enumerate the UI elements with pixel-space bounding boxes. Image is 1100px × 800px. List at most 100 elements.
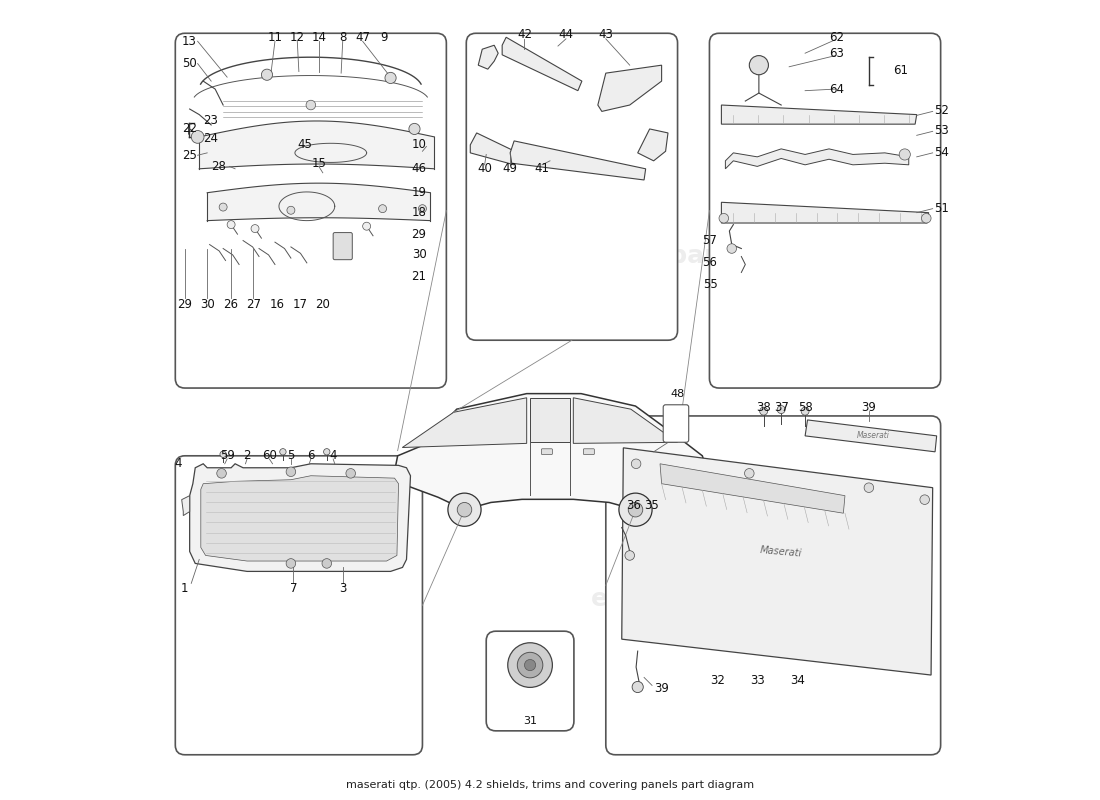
Text: 7: 7	[289, 582, 297, 595]
Text: 30: 30	[411, 249, 427, 262]
FancyBboxPatch shape	[710, 34, 940, 388]
Text: 55: 55	[703, 278, 717, 291]
Circle shape	[525, 659, 536, 670]
FancyBboxPatch shape	[486, 631, 574, 731]
Text: 26: 26	[223, 298, 239, 311]
Polygon shape	[597, 65, 661, 111]
Text: 32: 32	[710, 674, 725, 687]
Polygon shape	[201, 476, 398, 561]
Text: eurospares: eurospares	[510, 245, 669, 269]
Circle shape	[286, 467, 296, 477]
Circle shape	[448, 493, 481, 526]
Text: 61: 61	[893, 64, 909, 78]
Circle shape	[378, 205, 386, 213]
Text: eurospares: eurospares	[232, 245, 390, 269]
Text: 16: 16	[270, 298, 285, 311]
FancyBboxPatch shape	[663, 405, 689, 442]
Circle shape	[922, 214, 931, 223]
Circle shape	[749, 55, 769, 74]
Circle shape	[262, 69, 273, 80]
Text: eurospares: eurospares	[591, 587, 749, 611]
Text: 4: 4	[174, 458, 182, 470]
Text: 6: 6	[307, 450, 315, 462]
Polygon shape	[638, 129, 668, 161]
Text: 40: 40	[477, 162, 492, 175]
Text: 10: 10	[411, 138, 427, 151]
Text: 20: 20	[316, 298, 330, 311]
Text: 11: 11	[267, 30, 283, 44]
Text: 3: 3	[339, 582, 346, 595]
FancyBboxPatch shape	[333, 233, 352, 260]
Text: 54: 54	[934, 146, 949, 159]
Circle shape	[219, 203, 227, 211]
Circle shape	[778, 406, 785, 414]
FancyBboxPatch shape	[541, 449, 552, 454]
FancyBboxPatch shape	[466, 34, 678, 340]
Text: 30: 30	[200, 298, 214, 311]
Circle shape	[801, 407, 810, 415]
Text: eurospares: eurospares	[232, 587, 390, 611]
Text: 53: 53	[934, 124, 949, 137]
Text: 63: 63	[829, 46, 845, 60]
Text: 18: 18	[411, 206, 427, 219]
Text: 51: 51	[934, 202, 949, 215]
Polygon shape	[722, 202, 928, 223]
Text: 12: 12	[289, 30, 305, 44]
Circle shape	[227, 221, 235, 229]
Text: 35: 35	[645, 498, 659, 512]
Text: 5: 5	[287, 450, 295, 462]
Text: 21: 21	[411, 270, 427, 283]
Text: 59: 59	[220, 450, 234, 462]
Circle shape	[279, 449, 286, 455]
FancyBboxPatch shape	[606, 416, 940, 754]
Circle shape	[345, 469, 355, 478]
Circle shape	[745, 469, 755, 478]
Polygon shape	[189, 464, 410, 571]
Polygon shape	[503, 38, 582, 90]
Text: 14: 14	[311, 30, 327, 44]
FancyBboxPatch shape	[175, 34, 447, 388]
Text: 13: 13	[182, 34, 197, 48]
Circle shape	[323, 449, 330, 455]
Polygon shape	[403, 398, 527, 447]
FancyBboxPatch shape	[175, 456, 422, 754]
Circle shape	[632, 682, 644, 693]
Circle shape	[191, 130, 204, 143]
Circle shape	[631, 459, 641, 469]
Polygon shape	[805, 420, 937, 452]
Circle shape	[220, 451, 227, 458]
Text: 44: 44	[559, 28, 573, 42]
Circle shape	[306, 100, 316, 110]
Text: 45: 45	[297, 138, 312, 151]
Circle shape	[363, 222, 371, 230]
Circle shape	[727, 244, 737, 254]
Circle shape	[865, 483, 873, 493]
Circle shape	[508, 642, 552, 687]
Text: eurospares: eurospares	[591, 245, 749, 269]
Text: Maserati: Maserati	[857, 430, 889, 439]
Polygon shape	[182, 496, 189, 515]
Text: 36: 36	[626, 498, 640, 512]
Text: 33: 33	[750, 674, 764, 687]
Circle shape	[251, 225, 258, 233]
Circle shape	[287, 206, 295, 214]
Text: 34: 34	[790, 674, 804, 687]
Circle shape	[719, 214, 728, 223]
Text: 28: 28	[211, 160, 227, 173]
Text: 37: 37	[773, 402, 789, 414]
Text: 29: 29	[177, 298, 192, 311]
Circle shape	[899, 149, 911, 160]
Circle shape	[619, 493, 652, 526]
Circle shape	[385, 72, 396, 83]
FancyBboxPatch shape	[583, 449, 594, 454]
Text: 42: 42	[517, 28, 532, 42]
Text: maserati qtp. (2005) 4.2 shields, trims and covering panels part diagram: maserati qtp. (2005) 4.2 shields, trims …	[345, 781, 755, 790]
Text: 57: 57	[703, 234, 717, 247]
Polygon shape	[573, 398, 678, 443]
Text: 27: 27	[246, 298, 261, 311]
Circle shape	[458, 502, 472, 517]
Polygon shape	[510, 141, 646, 180]
Text: 47: 47	[355, 30, 371, 44]
Text: 48: 48	[670, 390, 684, 399]
Text: 1: 1	[182, 582, 188, 595]
